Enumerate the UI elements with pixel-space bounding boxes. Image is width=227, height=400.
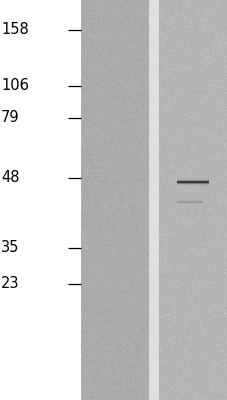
Text: 106: 106 [1,78,29,94]
Text: 48: 48 [1,170,20,186]
Text: 158: 158 [1,22,29,38]
Bar [149,0,158,400]
Text: 79: 79 [1,110,20,126]
Text: 23: 23 [1,276,20,292]
Text: 35: 35 [1,240,20,256]
